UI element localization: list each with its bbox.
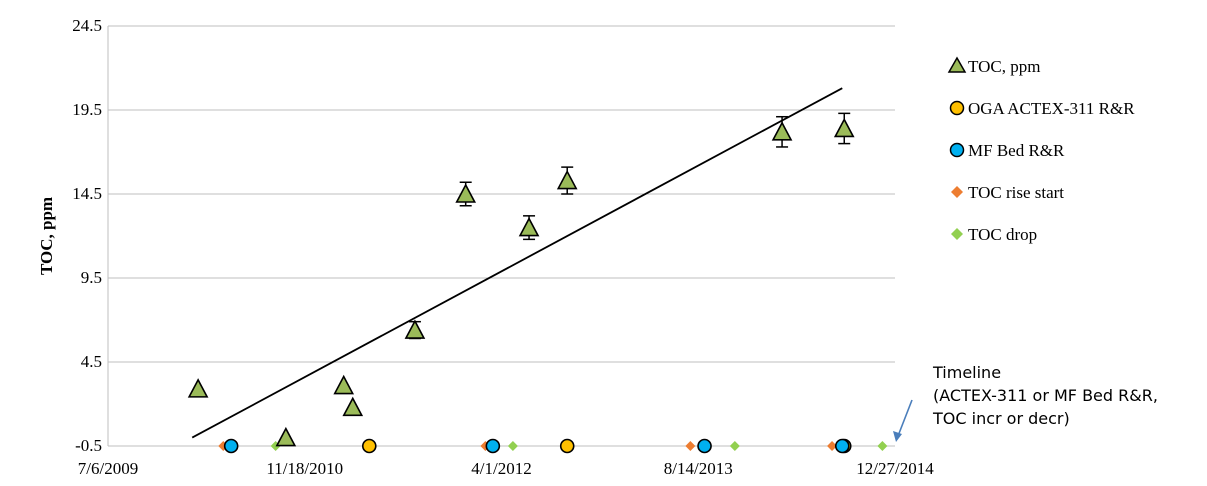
x-tick-label: 11/18/2010 bbox=[266, 459, 343, 478]
oga-actex-311-r-r-point bbox=[361, 438, 377, 454]
toc-ppm-point bbox=[342, 396, 364, 417]
mf-bed-r-r-point bbox=[485, 438, 501, 454]
legend-marker bbox=[947, 56, 967, 73]
timeline-annotation-line: TOC incr or decr) bbox=[932, 409, 1070, 428]
x-tick-label: 4/1/2012 bbox=[471, 459, 531, 478]
toc-ppm-point bbox=[771, 121, 793, 141]
y-tick-label: 14.5 bbox=[72, 184, 102, 203]
toc-ppm-point bbox=[404, 319, 426, 339]
legend-item: OGA ACTEX-311 R&R bbox=[949, 99, 1135, 118]
legend-layer: TOC, ppm OGA ACTEX-311 R&R MF Bed R&R TOC r… bbox=[947, 56, 1135, 244]
grid-layer bbox=[108, 25, 895, 447]
legend-label: OGA ACTEX-311 R&R bbox=[968, 99, 1135, 118]
y-tick-label: 19.5 bbox=[72, 100, 102, 119]
mf-bed-r-r-point bbox=[223, 438, 239, 454]
y-axis-title: TOC, ppm bbox=[37, 197, 56, 275]
toc-drop-point bbox=[729, 441, 740, 451]
mf-bed-r-r-point bbox=[834, 438, 850, 454]
y-tick-label: 4.5 bbox=[81, 352, 102, 371]
x-tick-label: 12/27/2014 bbox=[856, 459, 934, 478]
toc-drop-point bbox=[507, 441, 518, 451]
timeline-annotation-line: Timeline bbox=[932, 363, 1001, 382]
y-tick-label: -0.5 bbox=[75, 436, 102, 455]
legend-label: TOC rise start bbox=[968, 183, 1064, 202]
timeline-arrow-head bbox=[893, 431, 902, 442]
legend-item: TOC, ppm bbox=[947, 56, 1040, 76]
x-tick-label: 8/14/2013 bbox=[664, 459, 733, 478]
x-tick-label: 7/6/2009 bbox=[78, 459, 138, 478]
legend-label: TOC drop bbox=[968, 225, 1037, 244]
trend-line bbox=[191, 87, 843, 439]
axis-layer: -0.5 4.5 9.5 14.5 19.5 24.5 7/6/2009 11/18/2010… bbox=[37, 16, 934, 478]
toc-rise-start-point bbox=[827, 441, 838, 451]
legend-item: TOC drop bbox=[951, 225, 1037, 244]
toc-ppm-point bbox=[333, 374, 355, 395]
annotation-layer: Timeline (ACTEX-311 or MF Bed R&R, TOC inc… bbox=[893, 363, 1158, 442]
legend-marker bbox=[951, 228, 963, 240]
toc-drop-point bbox=[877, 441, 888, 451]
points-layer bbox=[187, 112, 888, 454]
toc-ppm-point bbox=[556, 169, 578, 190]
timeline-arrow bbox=[897, 399, 913, 437]
legend-marker bbox=[951, 186, 963, 198]
toc-ppm-point bbox=[455, 183, 477, 203]
toc-ppm-point bbox=[833, 117, 855, 138]
y-tick-label: 9.5 bbox=[81, 268, 102, 287]
toc-ppm-point bbox=[275, 426, 297, 447]
trend-layer bbox=[191, 87, 843, 439]
legend-label: MF Bed R&R bbox=[968, 141, 1065, 160]
legend-marker bbox=[949, 142, 965, 158]
toc-rise-start-point bbox=[685, 441, 696, 451]
legend-label: TOC, ppm bbox=[968, 57, 1040, 76]
y-tick-label: 24.5 bbox=[72, 16, 102, 35]
legend-item: MF Bed R&R bbox=[949, 141, 1065, 160]
mf-bed-r-r-point bbox=[697, 438, 712, 454]
timeline-annotation-line: (ACTEX-311 or MF Bed R&R, bbox=[933, 386, 1158, 405]
toc-ppm-point bbox=[187, 378, 209, 398]
oga-actex-311-r-r-point bbox=[559, 438, 575, 454]
legend-item: TOC rise start bbox=[951, 183, 1064, 202]
legend-marker bbox=[949, 100, 965, 116]
toc-ppm-point bbox=[518, 216, 540, 237]
